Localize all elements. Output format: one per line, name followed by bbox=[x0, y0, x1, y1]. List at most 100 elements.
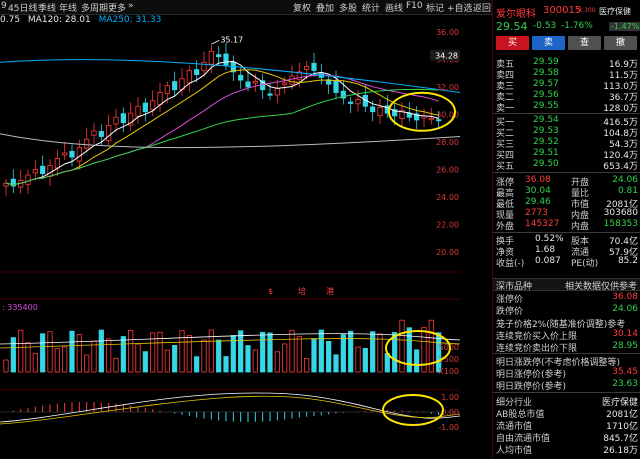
volume-bar bbox=[333, 354, 339, 373]
bid-price[interactable]: 29.51 bbox=[533, 148, 559, 158]
limit-up-label: 涨停价 bbox=[496, 295, 524, 305]
tool-add-watchlist[interactable]: +自选 bbox=[447, 4, 473, 14]
ask-volume: 36.7万 bbox=[608, 93, 638, 103]
ask-price[interactable]: 29.59 bbox=[533, 57, 559, 67]
tool-mark[interactable]: 标记 bbox=[426, 4, 445, 14]
per-capita-value: 26.18万 bbox=[603, 446, 638, 456]
tool-f10[interactable]: F10 bbox=[406, 1, 423, 11]
volume-tick: 5000 bbox=[439, 343, 459, 352]
candle-body bbox=[62, 152, 68, 156]
quote-label: 市值 bbox=[571, 200, 590, 210]
tool-back[interactable]: 返回 bbox=[473, 4, 492, 14]
candle-body bbox=[3, 182, 9, 187]
current-price-tag bbox=[430, 49, 460, 61]
tomorrow-up-label: 明日涨停价(参考) bbox=[496, 370, 567, 380]
candle-body bbox=[69, 150, 75, 158]
tool-multi-stock[interactable]: 多股 bbox=[339, 4, 358, 14]
price-tick: 28.00 bbox=[436, 138, 459, 147]
tab-multi-period[interactable]: 多周期 bbox=[81, 4, 109, 14]
ask-label: 卖一 bbox=[496, 104, 515, 114]
candle-body bbox=[32, 169, 38, 174]
event-marker[interactable]: 港 bbox=[326, 286, 334, 296]
tool-restore-rights[interactable]: 复权 bbox=[293, 4, 312, 14]
volume-bar bbox=[436, 332, 442, 373]
cage-sell-label: 连续竞价卖出价下限 bbox=[496, 344, 578, 354]
tool-overlay[interactable]: 叠加 bbox=[316, 4, 335, 14]
ma120-line bbox=[0, 133, 460, 149]
query-button[interactable]: 查 bbox=[568, 36, 601, 50]
cage-title: 笼子价格2%(随基准价调整)参考 bbox=[496, 320, 626, 330]
volume-bar bbox=[62, 346, 68, 373]
macd-dea bbox=[0, 395, 460, 425]
stat-label: 股本 bbox=[571, 237, 590, 247]
candle-body bbox=[252, 81, 258, 84]
high-pointer bbox=[211, 39, 220, 45]
bid-price[interactable]: 29.52 bbox=[533, 137, 559, 147]
price-change: -0.53 bbox=[533, 21, 557, 31]
ask-label: 卖三 bbox=[496, 82, 515, 92]
more-chevron-icon[interactable]: » bbox=[128, 1, 134, 11]
ask-label: 卖五 bbox=[496, 60, 515, 70]
bid-label: 买三 bbox=[496, 140, 515, 150]
market-title: 深市品种 bbox=[496, 282, 533, 292]
tab-quarter[interactable]: 季线 bbox=[38, 4, 57, 14]
stat-label: PE(动) bbox=[571, 259, 599, 269]
divider bbox=[493, 353, 640, 354]
candle-body bbox=[98, 131, 104, 137]
event-marker[interactable]: 培 bbox=[298, 286, 306, 296]
volume-bar bbox=[10, 337, 16, 373]
ask-volume: 16.9万 bbox=[608, 60, 638, 70]
volume-bar bbox=[164, 349, 170, 373]
quote-label: 内盘 bbox=[571, 211, 590, 221]
volume-bar bbox=[252, 349, 258, 373]
quote-value: 2081亿 bbox=[606, 200, 638, 210]
tab-45day[interactable]: 45日线 bbox=[8, 4, 38, 14]
divider bbox=[493, 232, 640, 233]
bid-price[interactable]: 29.54 bbox=[533, 115, 559, 125]
candle-body bbox=[120, 113, 126, 124]
candle-body bbox=[135, 105, 141, 117]
ask-label: 卖四 bbox=[496, 71, 515, 81]
candle-body bbox=[10, 178, 16, 187]
volume-bar bbox=[260, 331, 266, 373]
tab-more[interactable]: 更多 bbox=[108, 4, 127, 14]
tool-draw-line[interactable]: 画线 bbox=[385, 4, 404, 14]
price-tick: 30.00 bbox=[436, 111, 459, 120]
tool-statistics[interactable]: 统计 bbox=[362, 4, 381, 14]
kline-chart[interactable]: 36.0034.0032.0030.0028.0026.0024.0022.00… bbox=[0, 14, 460, 459]
market-ref: 相关数据仅供参考 bbox=[565, 282, 638, 292]
buy-button[interactable]: 买 bbox=[496, 36, 529, 50]
macd-tick: -1.00 bbox=[438, 423, 459, 432]
bid-price[interactable]: 29.53 bbox=[533, 126, 559, 136]
annotations: 35.17 $ 培 港 bbox=[211, 35, 456, 426]
event-marker[interactable]: $ bbox=[268, 287, 273, 296]
tab-year[interactable]: 年线 bbox=[59, 4, 78, 14]
candle-body bbox=[150, 100, 156, 110]
sector-tag: 医疗保健 bbox=[599, 7, 631, 16]
volume-bar bbox=[201, 339, 207, 373]
quote-value: 0.81 bbox=[617, 186, 638, 196]
ma-legend-250: MA250: 31.33 bbox=[98, 15, 162, 25]
volume-bar bbox=[113, 357, 119, 373]
candle-body bbox=[194, 69, 200, 76]
bid-volume: 416.5万 bbox=[603, 118, 638, 128]
ask-price[interactable]: 29.57 bbox=[533, 79, 559, 89]
volume-bar bbox=[47, 331, 53, 373]
candle-body bbox=[113, 116, 119, 125]
limit-down-value: 24.06 bbox=[612, 304, 638, 314]
bid-price[interactable]: 29.50 bbox=[533, 159, 559, 169]
ask-price[interactable]: 29.55 bbox=[533, 101, 559, 111]
industry-value[interactable]: 医疗保健 bbox=[601, 398, 638, 408]
ask-price[interactable]: 29.58 bbox=[533, 68, 559, 78]
stock-name[interactable]: 爱尔眼科 bbox=[496, 9, 536, 20]
volume-bar bbox=[311, 338, 317, 373]
tomorrow-title: 明日涨跌停(不考虑价格调整等) bbox=[496, 358, 621, 368]
cancel-order-button[interactable]: 撤 bbox=[604, 36, 637, 50]
sell-button[interactable]: 卖 bbox=[532, 36, 565, 50]
volume-tick: X100 bbox=[438, 367, 459, 376]
highlight-circle bbox=[388, 91, 456, 132]
candle-body bbox=[223, 53, 229, 66]
bid-volume: 653.4万 bbox=[603, 162, 638, 172]
ask-price[interactable]: 29.56 bbox=[533, 90, 559, 100]
quote-label: 量比 bbox=[571, 189, 590, 199]
